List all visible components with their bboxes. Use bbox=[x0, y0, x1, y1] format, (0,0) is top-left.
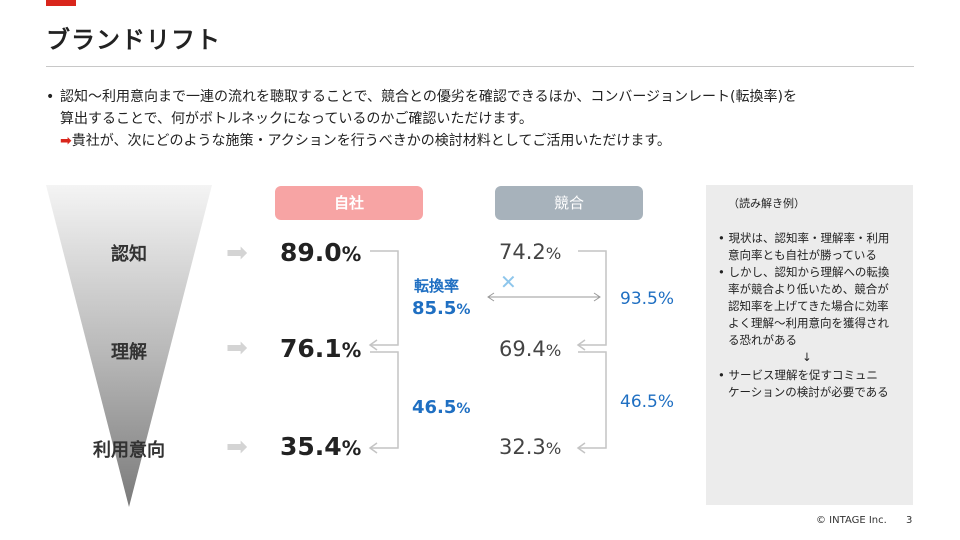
page-number: 3 bbox=[906, 515, 913, 526]
comp-conversion-2: 46.5% bbox=[620, 392, 675, 412]
description-line-1: 認知〜利用意向まで一連の流れを聴取することで、競合との優劣を確認できるほか、コン… bbox=[60, 89, 797, 105]
note-line: • サービス理解を促すコミュニ bbox=[718, 368, 878, 382]
page-title: ブランドリフト bbox=[46, 26, 221, 54]
comp-conversion-1: 93.5% bbox=[620, 289, 675, 309]
note-line: 率が競合より低いため、競合が bbox=[728, 282, 889, 296]
comp-understanding-value: 69.4% bbox=[499, 337, 562, 361]
self-understanding-value: 76.1% bbox=[280, 334, 362, 363]
note-line: る恐れがある bbox=[728, 333, 797, 347]
competitor-header: 競合 bbox=[495, 186, 643, 220]
self-header: 自社 bbox=[275, 186, 423, 220]
note-line: • 現状は、認知率・理解率・利用 bbox=[718, 231, 890, 245]
right-arrow-icon: ➡ bbox=[226, 333, 248, 363]
right-arrow-icon: ➡ bbox=[226, 238, 248, 268]
self-conversion-1: 85.5% bbox=[412, 298, 471, 319]
right-arrow-icon: ➡ bbox=[226, 432, 248, 462]
note-title: （読み解き例） bbox=[728, 197, 805, 210]
title-divider bbox=[46, 66, 914, 67]
description-line-2: 算出することで、何がボトルネックになっているのかご確認いただけます。 bbox=[60, 111, 533, 127]
note-line: ケーションの検討が必要である bbox=[728, 385, 889, 399]
copyright: © INTAGE Inc. bbox=[816, 515, 887, 526]
stage-label-understanding: 理解 bbox=[111, 342, 147, 363]
funnel-shape bbox=[46, 185, 212, 507]
note-line: • しかし、認知から理解への転換 bbox=[718, 265, 890, 279]
note-line: 意向率とも自社が勝っている bbox=[728, 248, 877, 262]
stage-label-intent: 利用意向 bbox=[93, 440, 165, 461]
description-line-3: 貴社が、次にどのような施策・アクションを行うべきかの検討材料としてご活用いただけ… bbox=[71, 133, 671, 149]
self-intent-value: 35.4% bbox=[280, 432, 362, 461]
interpretation-note: （読み解き例） • 現状は、認知率・理解率・利用 意向率とも自社が勝っている •… bbox=[706, 185, 913, 505]
cross-icon: ✕ bbox=[500, 270, 517, 294]
note-line: よく理解〜利用意向を獲得され bbox=[728, 316, 889, 330]
comp-intent-value: 32.3% bbox=[499, 435, 562, 459]
conversion-label: 転換率 bbox=[414, 277, 460, 295]
comp-awareness-value: 74.2% bbox=[499, 240, 562, 264]
down-arrow-icon: ↓ bbox=[802, 350, 812, 364]
accent-bar bbox=[46, 0, 76, 6]
self-awareness-value: 89.0% bbox=[280, 238, 362, 267]
bullet-marker: • bbox=[46, 89, 55, 105]
self-conversion-2: 46.5% bbox=[412, 397, 471, 418]
stage-label-awareness: 認知 bbox=[111, 244, 147, 265]
note-line: 認知率を上げてきた場合に効率 bbox=[728, 299, 889, 313]
red-arrow-icon: ➡ bbox=[60, 133, 72, 149]
